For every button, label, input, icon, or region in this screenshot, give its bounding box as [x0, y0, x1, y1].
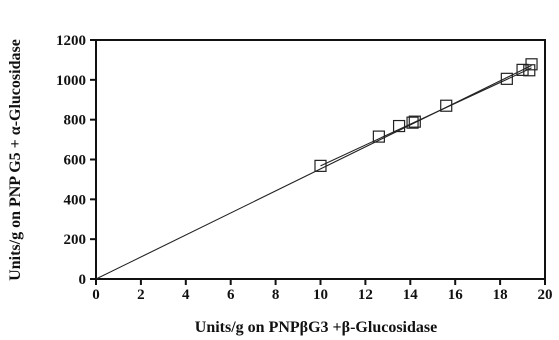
data-points	[314, 58, 538, 172]
y-axis-ticks: 0 200 400 600 800 1000 1200	[56, 33, 96, 288]
x-tick-label: 16	[448, 287, 464, 303]
data-point	[314, 159, 327, 172]
x-tick-label: 4	[182, 287, 190, 303]
y-tick-label: 600	[64, 153, 87, 169]
x-axis-label: Units/g on PNPβG3 +β-Glucosidase	[195, 319, 437, 336]
y-tick-label: 400	[64, 192, 87, 208]
y-axis-label: Units/g on PNP G5 + α-Glucosidase	[7, 39, 24, 281]
x-tick-label: 10	[313, 287, 328, 303]
data-point	[406, 116, 419, 129]
y-tick-label: 800	[64, 113, 87, 129]
x-tick-label: 6	[227, 287, 235, 303]
x-tick-label: 20	[538, 287, 553, 303]
y-tick-label: 0	[79, 272, 87, 288]
x-tick-label: 8	[272, 287, 280, 303]
x-axis-ticks: 0 2 4 6 8 10 12 14 16 18 20	[92, 279, 553, 303]
y-tick-label: 1000	[56, 73, 86, 89]
fit-lines	[95, 64, 532, 280]
data-point	[500, 72, 513, 85]
plot-border	[95, 39, 546, 280]
data-point	[392, 119, 406, 133]
x-tick-label: 12	[358, 287, 373, 303]
y-tick-label: 1200	[56, 33, 86, 49]
x-tick-label: 14	[403, 287, 419, 303]
data-point	[372, 130, 385, 143]
plot-frame	[95, 39, 546, 280]
data-point	[525, 58, 538, 71]
data-point	[440, 99, 453, 112]
y-tick-label: 200	[64, 232, 87, 248]
fit-line	[320, 67, 532, 167]
x-tick-label: 0	[92, 287, 100, 303]
data-point	[408, 115, 421, 128]
fit-line	[95, 64, 532, 280]
x-tick-label: 2	[137, 287, 145, 303]
x-tick-label: 18	[493, 287, 508, 303]
